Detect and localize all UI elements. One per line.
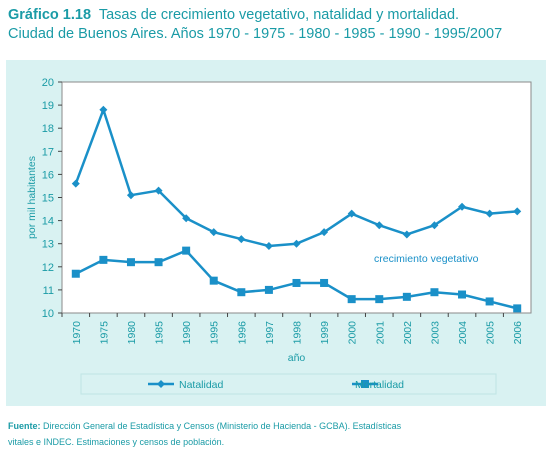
mortalidad-point (292, 278, 301, 287)
source-line-1: Fuente: Dirección General de Estadística… (8, 418, 548, 434)
mortalidad-point (402, 292, 411, 301)
title-text: Tasas de crecimiento vegetativo, natalid… (98, 7, 460, 23)
source-text: Dirección General de Estadística y Censo… (43, 421, 402, 431)
mortalidad-point (458, 290, 467, 299)
mortalidad-point (513, 304, 522, 313)
natalidad-point (513, 207, 522, 216)
mortalidad-point (209, 276, 218, 285)
x-tick-label: 1975 (98, 321, 110, 345)
natalidad-point (99, 105, 108, 114)
source-line-2: vitales e INDEC. Estimaciones y censos d… (8, 437, 225, 447)
x-tick-label: 2003 (429, 321, 441, 345)
mortalidad-point (264, 285, 273, 294)
x-tick-label: 1998 (292, 321, 304, 345)
y-axis-label: por mil habitantes (26, 156, 38, 239)
x-tick-label: 2000 (347, 321, 359, 345)
mortalidad-point (485, 297, 494, 306)
legend-mortalidad-label: Mortalidad (355, 379, 404, 391)
mortalidad-point (99, 255, 108, 264)
x-tick-label: 2006 (512, 321, 524, 345)
y-tick-label: 16 (42, 169, 54, 181)
x-tick-label: 1985 (154, 321, 166, 345)
mortalidad-point (320, 278, 329, 287)
x-tick-label: 1970 (71, 321, 83, 345)
natalidad-point (126, 191, 135, 200)
x-axis-label: año (288, 352, 306, 364)
natalidad-point (320, 228, 329, 237)
natalidad-point (154, 186, 163, 195)
source-label: Fuente: (8, 421, 41, 431)
legend-natalidad-marker (157, 380, 165, 388)
y-tick-label: 19 (42, 100, 54, 112)
mortalidad-point (154, 258, 163, 267)
y-tick-label: 13 (42, 239, 54, 251)
natalidad-point (375, 221, 384, 230)
legend-box (80, 373, 497, 395)
mortalidad-point (126, 258, 135, 267)
natalidad-point (485, 209, 494, 218)
y-tick-label: 18 (42, 123, 54, 135)
legend-mortalidad-marker (361, 380, 369, 388)
natalidad-point (430, 221, 439, 230)
x-tick-label: 1980 (126, 321, 138, 345)
x-tick-label: 1997 (264, 321, 276, 345)
annotation-crecimiento-vegetativo: crecimiento vegetativo (374, 253, 479, 265)
mortalidad-point (237, 288, 246, 297)
x-tick-label: 1996 (236, 321, 248, 345)
y-tick-label: 15 (42, 193, 54, 205)
y-tick-label: 11 (43, 285, 54, 297)
y-tick-label: 14 (42, 216, 54, 228)
y-tick-label: 12 (42, 262, 54, 274)
x-tick-label: 2005 (485, 321, 497, 345)
natalidad-point (402, 230, 411, 239)
mortalidad-point (71, 269, 80, 278)
natalidad-point (347, 209, 356, 218)
x-tick-label: 2002 (402, 321, 414, 345)
x-tick-label: 1999 (319, 321, 331, 345)
natalidad-point (458, 202, 467, 211)
y-tick-label: 20 (42, 77, 54, 89)
legend-natalidad-label: Natalidad (179, 379, 224, 391)
title-line-2: Ciudad de Buenos Aires. Años 1970 - 1975… (8, 26, 503, 42)
natalidad-point (292, 239, 301, 248)
x-tick-label: 2001 (374, 321, 386, 345)
y-tick-label: 10 (42, 308, 54, 320)
natalidad-point (237, 235, 246, 244)
natalidad-point (71, 179, 80, 188)
mortalidad-point (347, 295, 356, 304)
natalidad-point (182, 214, 191, 223)
source-note: Fuente: Dirección General de Estadística… (8, 418, 548, 450)
title-line-1: Gráfico 1.18 Tasas de crecimiento vegeta… (8, 6, 556, 25)
mortalidad-point (375, 295, 384, 304)
figure-label: Gráfico 1.18 (8, 7, 92, 23)
chart-title: Gráfico 1.18 Tasas de crecimiento vegeta… (8, 6, 556, 44)
natalidad-point (264, 242, 273, 251)
mortalidad-point (430, 288, 439, 297)
x-tick-label: 2004 (457, 321, 469, 345)
x-tick-label: 1995 (209, 321, 221, 345)
x-tick-label: 1990 (181, 321, 193, 345)
natalidad-point (209, 228, 218, 237)
y-tick-label: 17 (42, 146, 54, 158)
mortalidad-point (182, 246, 191, 255)
